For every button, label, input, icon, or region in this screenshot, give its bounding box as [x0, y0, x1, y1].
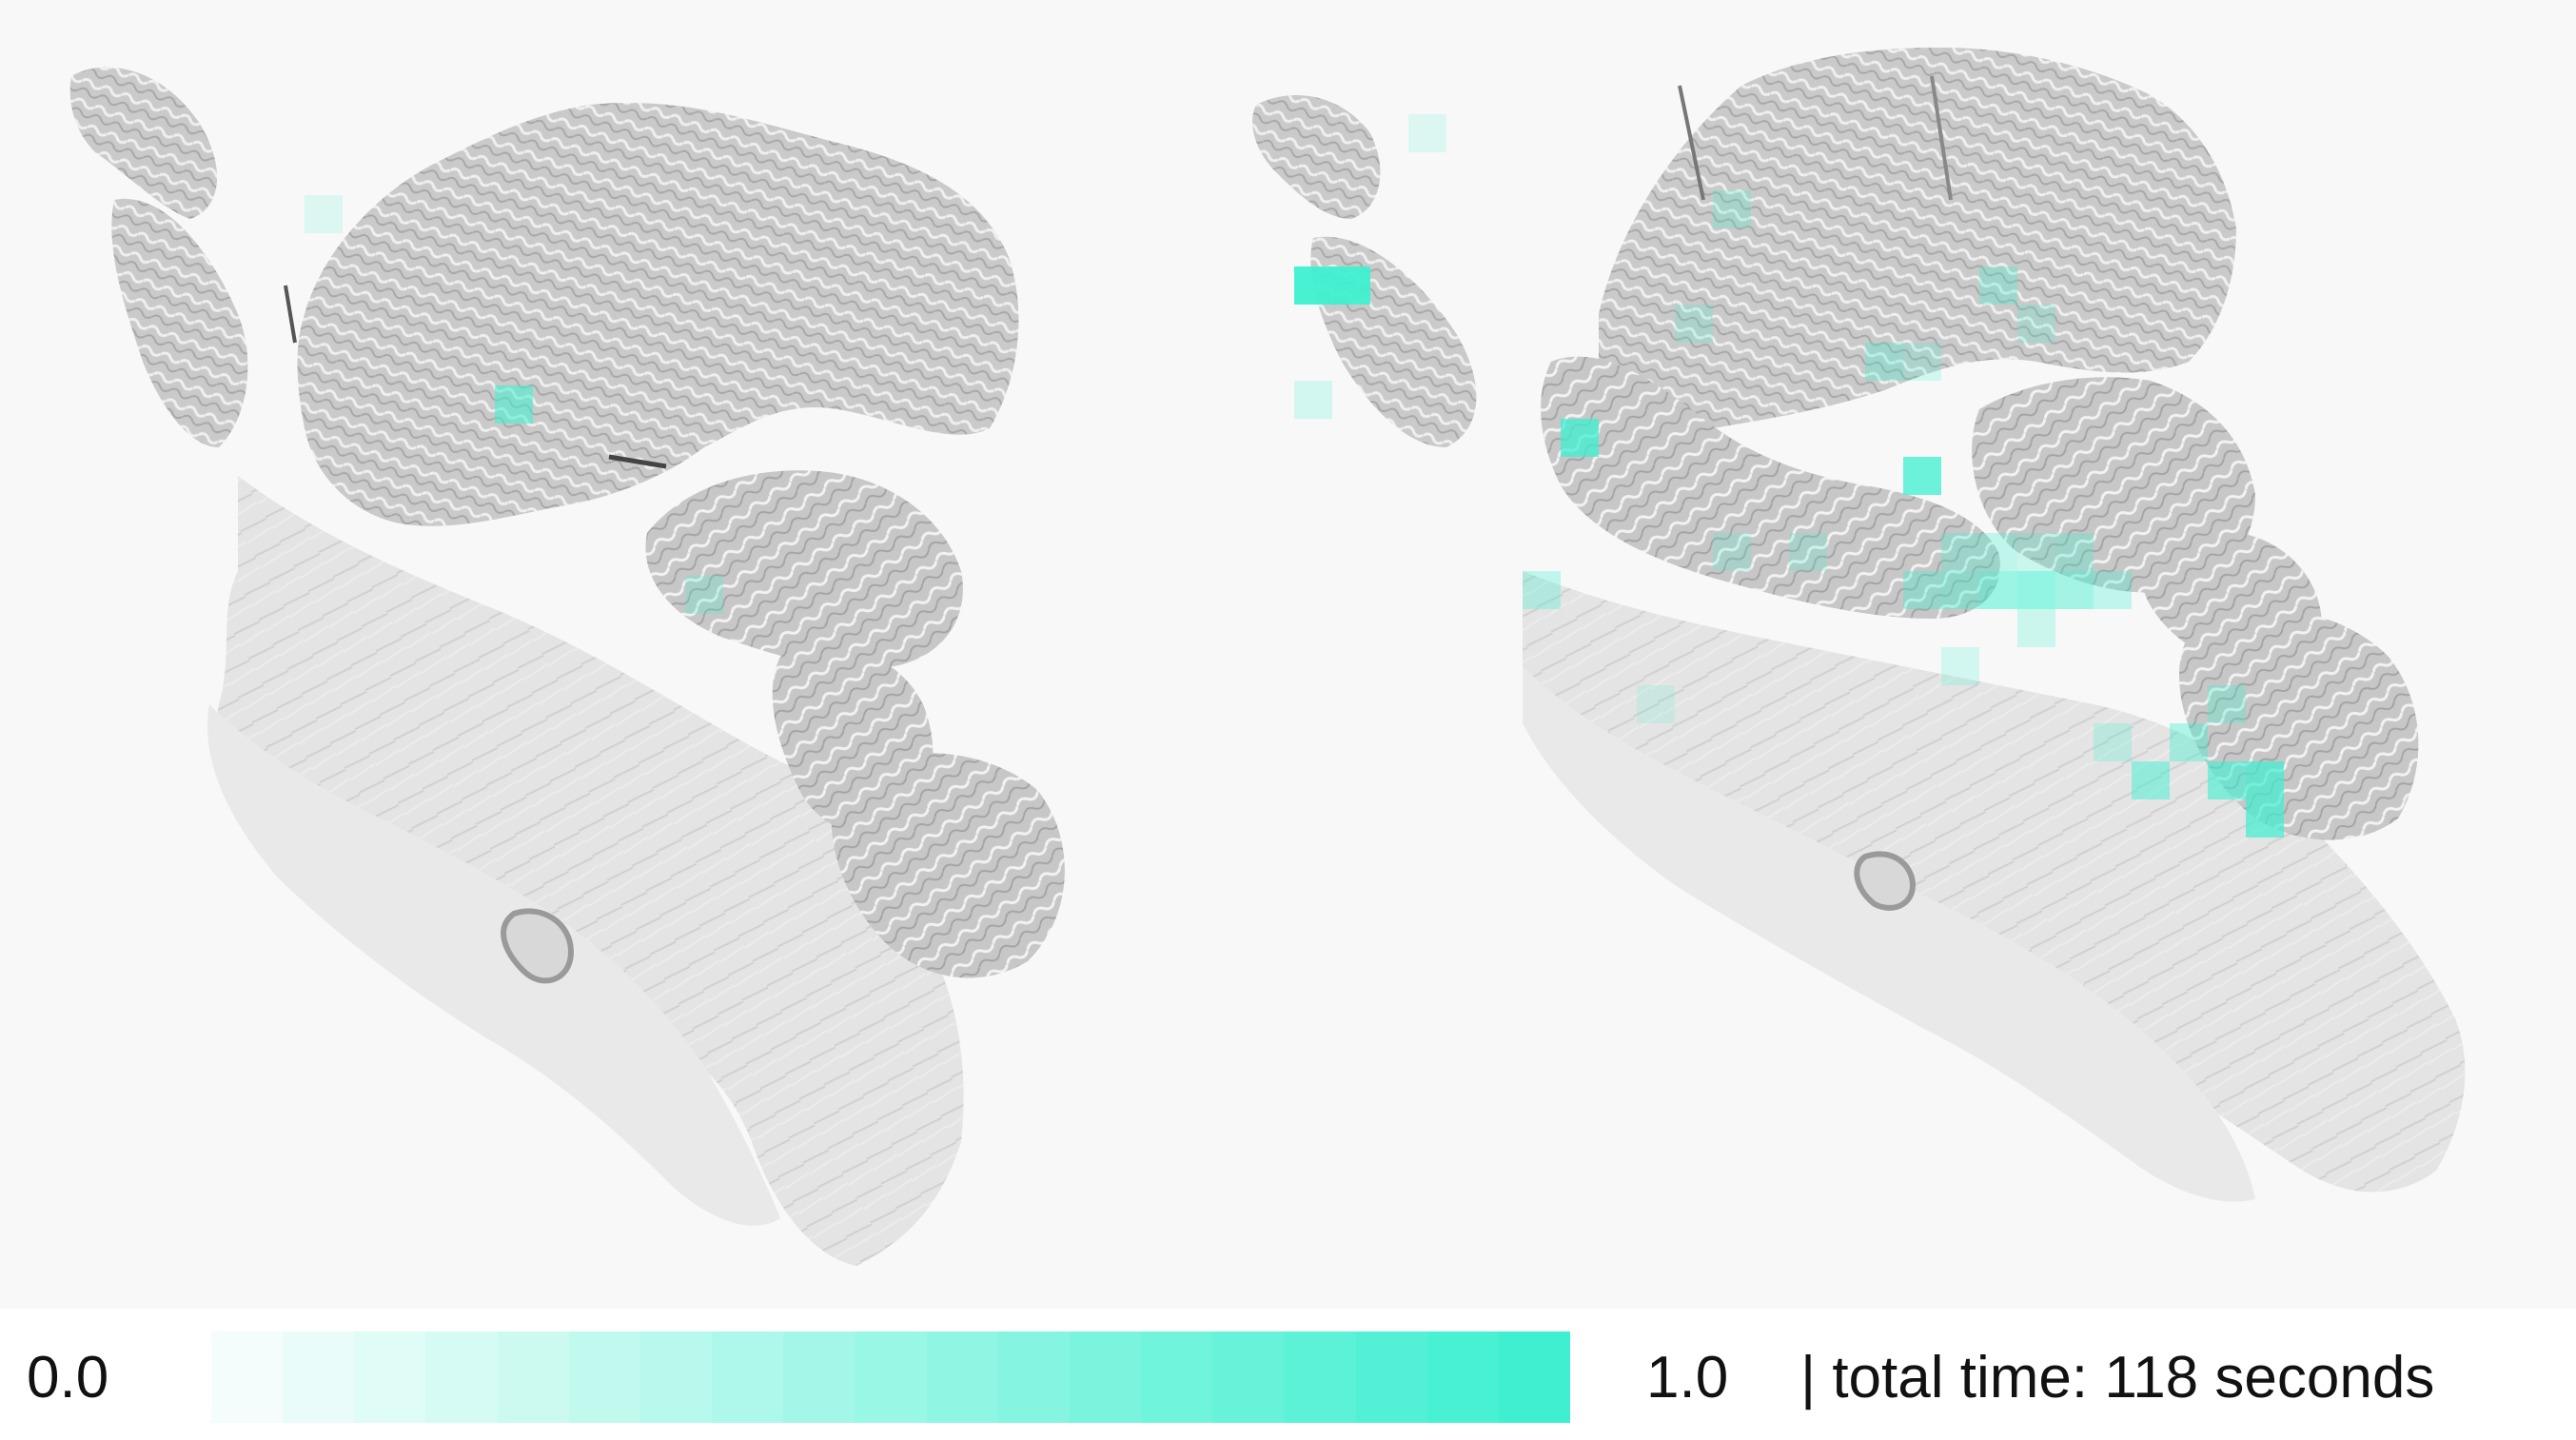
mucosa-lobe-left-1 [69, 67, 218, 220]
heatmap-tile [2017, 533, 2055, 571]
heatmap-tile [1294, 381, 1332, 419]
colorbar-step [926, 1332, 998, 1423]
heatmap-tile [1637, 685, 1675, 723]
heatmap-tile [1941, 533, 1979, 571]
legend-min-label: 0.0 [27, 1345, 109, 1410]
heatmap-tile [2094, 723, 2132, 761]
heatmap-tile [2055, 533, 2094, 571]
mucosa-lobe-left-3 [297, 103, 1019, 526]
vessel-right [1854, 851, 1917, 911]
heatmap-tile [1865, 343, 1903, 381]
heatmap-tile [1979, 571, 2017, 609]
heatmap-tile [1408, 114, 1446, 152]
heatmap-tile [2017, 305, 2055, 343]
heatmap-tile [1675, 305, 1713, 343]
legend-max-label: 1.0 [1646, 1345, 1729, 1410]
stroma-tail-left [207, 704, 780, 1226]
mucosa-lobe-right-4 [1541, 356, 2000, 619]
colorbar-step [1141, 1332, 1213, 1423]
heatmap-tile [495, 385, 533, 424]
vessel-left [501, 908, 575, 984]
tissue-section-left [69, 67, 1065, 1266]
heatmap-tile [2208, 761, 2246, 799]
colorbar-step [354, 1332, 426, 1423]
colorbar-step [639, 1332, 713, 1423]
colorbar-step [712, 1332, 784, 1423]
slide-canvas[interactable] [0, 0, 2576, 1309]
heatmap-tile [2017, 609, 2055, 647]
colorbar-step [497, 1332, 569, 1423]
mucosa-lobe-left-6 [831, 753, 1065, 978]
stroma-region-right [1523, 571, 2466, 1193]
heatmap-tile [1561, 419, 1599, 457]
heatmap-tile [2017, 571, 2055, 609]
heatmap-tile [1332, 266, 1370, 305]
heatmap-tile [1903, 457, 1941, 495]
heatmap-tile [1941, 571, 1979, 609]
colorbar-step [1284, 1332, 1356, 1423]
heatmap-tile [2170, 723, 2208, 761]
heatmap-tile [1713, 190, 1751, 228]
colorbar-step [997, 1332, 1070, 1423]
fold-streak-left-2 [284, 285, 297, 344]
mucosa-lobe-right-1 [1252, 95, 1381, 219]
colorbar-step [425, 1332, 498, 1423]
heatmap-tile [305, 195, 343, 233]
colorbar-step [783, 1332, 855, 1423]
heatmap-tile [1979, 266, 2017, 305]
heatmap-tile [1941, 647, 1979, 685]
heatmap-overlay-right [1294, 114, 2284, 838]
heatmap-tile [2208, 685, 2246, 723]
heatmap-tile [1903, 571, 1941, 609]
heatmap-tile [1903, 343, 1941, 381]
total-time-label: | total time: 118 seconds [1800, 1345, 2435, 1410]
colorbar-step [1498, 1332, 1570, 1423]
colorbar-step [283, 1332, 355, 1423]
tissue-section-right [1252, 48, 2466, 1202]
mucosa-lobe-left-2 [111, 198, 248, 447]
heatmap-tile [1523, 571, 1561, 609]
heatmap-tile [1789, 533, 1827, 571]
mucosa-lobe-left-4 [645, 470, 963, 669]
fold-streak-right-2 [1930, 75, 1953, 201]
heatmap-tile [2055, 571, 2094, 609]
colorbar-step [1426, 1332, 1499, 1423]
heatmap-tile [2094, 571, 2132, 609]
colorbar-step [855, 1332, 927, 1423]
color-legend: 0.0 1.0 | total time: 118 seconds [0, 1309, 2576, 1440]
slide-viewer[interactable] [0, 0, 2576, 1309]
colorbar-step [1069, 1332, 1142, 1423]
heatmap-tile [1713, 533, 1751, 571]
fold-streak-right-1 [1678, 85, 1705, 201]
colorbar [211, 1332, 1570, 1423]
stroma-tail-right [1523, 666, 2255, 1202]
heatmap-tile [1979, 533, 2017, 571]
heatmap-tile [2246, 799, 2284, 838]
mucosa-lobe-right-3 [1599, 48, 2236, 430]
stroma-region-left [217, 476, 964, 1266]
colorbar-step [568, 1332, 640, 1423]
fold-streak-left-1 [608, 454, 667, 469]
heatmap-tile [2246, 761, 2284, 799]
heatmap-tile [685, 576, 723, 614]
colorbar-step [1355, 1332, 1427, 1423]
heatmap-tile [1294, 266, 1332, 305]
colorbar-step [211, 1332, 284, 1423]
colorbar-step [1212, 1332, 1285, 1423]
heatmap-tile [2132, 761, 2170, 799]
heatmap-overlay-left [305, 195, 723, 614]
